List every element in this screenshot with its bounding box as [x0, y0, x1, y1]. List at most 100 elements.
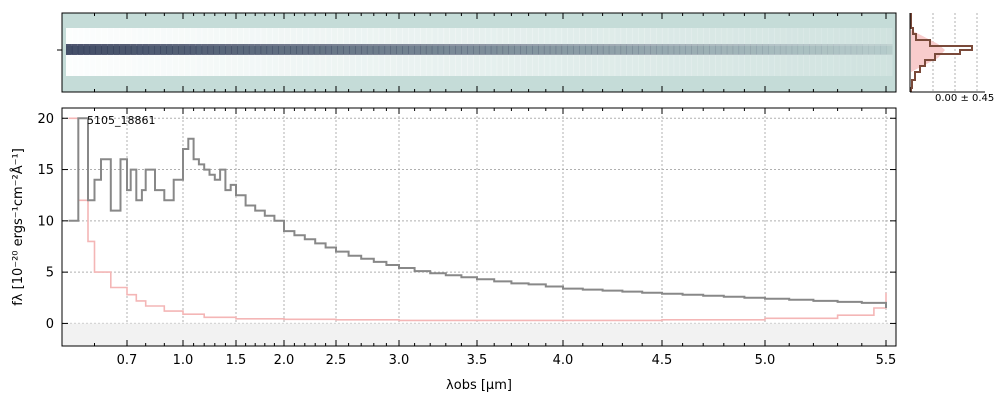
trace-halo-top: [272, 28, 279, 46]
trace-halo-top: [142, 28, 150, 46]
trace-halo-top: [325, 28, 332, 46]
trace-halo-top: [431, 28, 439, 46]
trace-halo-bottom: [703, 54, 710, 76]
trace-halo-top: [184, 28, 191, 46]
trace-halo-bottom: [425, 54, 433, 76]
y-tick-label: 20: [37, 112, 54, 127]
trace-core: [325, 44, 332, 55]
trace-halo-top: [414, 28, 421, 46]
grid-lines: [62, 108, 896, 346]
trace-halo-top: [296, 28, 303, 46]
trace-core: [520, 44, 527, 55]
trace-halo-top: [803, 28, 810, 46]
trace-core: [243, 44, 250, 55]
trace-halo-bottom: [184, 54, 191, 76]
x-tick-label: 4.5: [652, 353, 673, 368]
trace-halo-top: [243, 28, 250, 46]
trace-core: [874, 44, 881, 55]
trace-core: [602, 44, 610, 55]
trace-core: [543, 44, 551, 55]
trace-halo-bottom: [738, 54, 745, 76]
trace-halo-top: [756, 28, 763, 46]
x-tick-label: 1.0: [173, 353, 194, 368]
spectrum-2d-panel: [57, 12, 897, 93]
trace-halo-bottom: [384, 54, 391, 76]
trace-core: [302, 44, 309, 55]
trace-core: [154, 44, 161, 55]
trace-halo-bottom: [538, 54, 545, 76]
trace-halo-bottom: [543, 54, 551, 76]
trace-halo-bottom: [549, 54, 557, 76]
trace-halo-top: [768, 28, 775, 46]
trace-core: [125, 44, 132, 55]
trace-core: [496, 44, 504, 55]
trace-halo-top: [726, 28, 734, 46]
trace-halo-bottom: [372, 54, 380, 76]
trace-halo-bottom: [431, 54, 439, 76]
trace-halo-top: [95, 28, 102, 46]
trace-halo-top: [136, 28, 144, 46]
trace-halo-bottom: [827, 54, 834, 76]
trace-halo-top: [189, 28, 197, 46]
trace-halo-top: [679, 28, 686, 46]
trace-core: [815, 44, 822, 55]
trace-core: [880, 44, 887, 55]
trace-halo-top: [821, 28, 828, 46]
trace-halo-top: [443, 28, 450, 46]
trace-halo-top: [372, 28, 380, 46]
trace-halo-bottom: [296, 54, 303, 76]
trace-halo-top: [172, 28, 179, 46]
trace-halo-bottom: [632, 54, 639, 76]
trace-halo-bottom: [803, 54, 810, 76]
trace-halo-bottom: [815, 54, 822, 76]
trace-halo-bottom: [591, 54, 598, 76]
trace-halo-top: [437, 28, 445, 46]
trace-halo-top: [667, 28, 675, 46]
trace-halo-top: [225, 28, 232, 46]
trace-halo-top: [709, 28, 716, 46]
trace-halo-bottom: [821, 54, 828, 76]
trace-core: [591, 44, 598, 55]
trace-core: [779, 44, 787, 55]
trace-halo-top: [130, 28, 138, 46]
trace-halo-top: [797, 28, 804, 46]
trace-halo-bottom: [555, 54, 563, 76]
trace-core: [107, 44, 114, 55]
trace-core: [626, 44, 633, 55]
trace-halo-top: [237, 28, 244, 46]
x-tick-label: 1.5: [226, 353, 247, 368]
trace-halo-top: [656, 28, 663, 46]
trace-halo-bottom: [709, 54, 716, 76]
trace-core: [532, 44, 539, 55]
trace-halo-bottom: [337, 54, 344, 76]
trace-core: [703, 44, 710, 55]
trace-halo-bottom: [284, 54, 291, 76]
trace-core: [178, 44, 185, 55]
trace-halo-top: [290, 28, 297, 46]
trace-halo-top: [119, 28, 126, 46]
trace-core: [644, 44, 651, 55]
trace-halo-top: [585, 28, 592, 46]
trace-core: [685, 44, 692, 55]
trace-halo-top: [71, 28, 79, 46]
trace-halo-bottom: [260, 54, 268, 76]
trace-core: [437, 44, 445, 55]
trace-halo-top: [178, 28, 185, 46]
trace-core: [650, 44, 657, 55]
trace-halo-bottom: [874, 54, 881, 76]
trace-core: [207, 44, 214, 55]
trace-core: [160, 44, 167, 55]
trace-halo-bottom: [762, 54, 769, 76]
trace-core: [744, 44, 751, 55]
trace-core: [148, 44, 155, 55]
trace-halo-bottom: [791, 54, 799, 76]
trace-halo-bottom: [355, 54, 362, 76]
trace-halo-bottom: [880, 54, 887, 76]
trace-core: [83, 44, 91, 55]
trace-halo-bottom: [83, 54, 91, 76]
trace-halo-bottom: [189, 54, 197, 76]
trace-core: [667, 44, 675, 55]
x-tick-label: 3.5: [467, 353, 488, 368]
trace-halo-bottom: [715, 54, 722, 76]
trace-halo-top: [526, 28, 533, 46]
